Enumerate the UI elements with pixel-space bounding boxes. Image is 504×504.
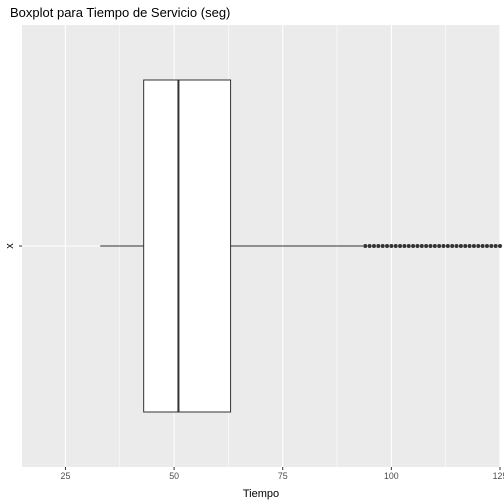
x-tick-label: 125 [493,471,504,481]
x-tick-label: 25 [61,471,71,481]
outlier-point [380,244,385,248]
outlier-point [437,244,442,248]
outlier-point [424,244,429,248]
chart-title: Boxplot para Tiempo de Servicio (seg) [10,5,230,20]
x-tick-label: 75 [278,471,288,481]
y-axis-ticks: x [4,243,22,249]
outlier-point [471,244,476,248]
x-axis-title: Tiempo [243,488,279,500]
outlier-point [411,244,416,248]
outlier-point [458,244,463,248]
x-axis-ticks: 25 50 75 100 125 [61,467,504,481]
outlier-points [363,244,502,248]
outlier-point [467,244,472,248]
outlier-point [454,244,459,248]
outlier-point [389,244,394,248]
x-tick-label: 100 [384,471,399,481]
outlier-point [402,244,407,248]
y-axis-title: x [4,243,16,249]
outlier-point [463,244,468,248]
outlier-point [480,244,485,248]
x-tick-label: 50 [169,471,179,481]
outlier-point [445,244,450,248]
outlier-point [441,244,446,248]
outlier-point [363,244,368,248]
outlier-point [489,244,494,248]
outlier-point [493,244,498,248]
outlier-point [432,244,437,248]
outlier-point [450,244,455,248]
outlier-point [476,244,481,248]
outlier-point [415,244,420,248]
outlier-point [484,244,489,248]
outlier-point [498,244,502,248]
outlier-point [385,244,390,248]
outlier-point [398,244,403,248]
outlier-point [393,244,398,248]
box-iqr [143,79,232,413]
outlier-point [419,244,424,248]
outlier-point [367,244,372,248]
outlier-point [371,244,376,248]
outlier-point [406,244,411,248]
outlier-point [428,244,433,248]
boxplot-group [100,79,364,413]
outlier-point [376,244,381,248]
